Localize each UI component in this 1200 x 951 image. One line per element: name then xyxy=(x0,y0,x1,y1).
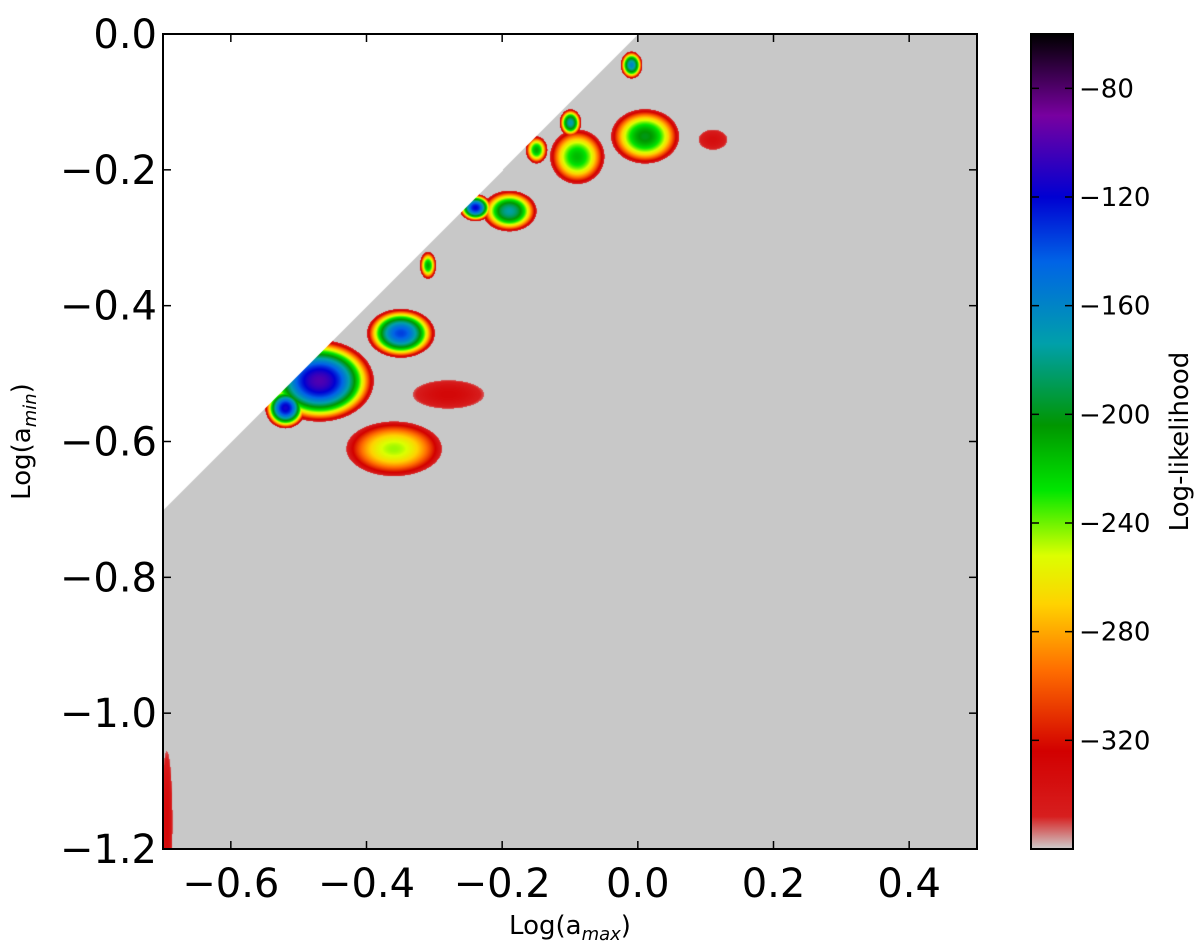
x-tick-label: 0.0 xyxy=(606,861,670,907)
x-tick-label: −0.6 xyxy=(182,861,279,907)
y-tick-label: −0.2 xyxy=(60,148,157,194)
heatmap-image xyxy=(163,34,977,849)
heatmap-plot xyxy=(163,34,977,849)
y-tick-label: −1.0 xyxy=(60,691,157,737)
x-tick-label: 0.2 xyxy=(742,861,806,907)
y-tick-label: 0.0 xyxy=(93,12,157,58)
colorbar-tick-label: −80 xyxy=(1079,74,1134,104)
colorbar-tick-label: −240 xyxy=(1079,509,1150,539)
x-tick-label: 0.4 xyxy=(877,861,941,907)
colorbar-tick-label: −200 xyxy=(1079,400,1150,430)
y-tick-label: −1.2 xyxy=(60,827,157,873)
colorbar-tick-label: −280 xyxy=(1079,618,1150,648)
x-tick-label: −0.4 xyxy=(318,861,415,907)
x-tick-label: −0.2 xyxy=(454,861,551,907)
main-axes: −0.6 −0.4 −0.2 0.0 0.2 0.4 0.0 −0.2 −0.4 −0.6 −0.8… xyxy=(60,12,978,907)
y-axis-label: Log(amin) xyxy=(7,383,41,500)
colorbar-label: Log-likelihood xyxy=(1165,352,1195,532)
colorbar-tick-label: −160 xyxy=(1079,292,1150,322)
y-tick-label: −0.6 xyxy=(60,420,157,466)
colorbar-tick-label: −320 xyxy=(1079,726,1150,756)
y-tick-label: −0.4 xyxy=(60,284,157,330)
colorbar-gradient xyxy=(1030,33,1074,850)
y-tick-label: −0.8 xyxy=(60,555,157,601)
colorbar: −80 −120 −160 −200 −240 −280 −320 xyxy=(1030,33,1150,850)
colorbar-tick-label: −120 xyxy=(1079,183,1150,213)
x-axis-label: Log(amax) xyxy=(509,911,631,945)
